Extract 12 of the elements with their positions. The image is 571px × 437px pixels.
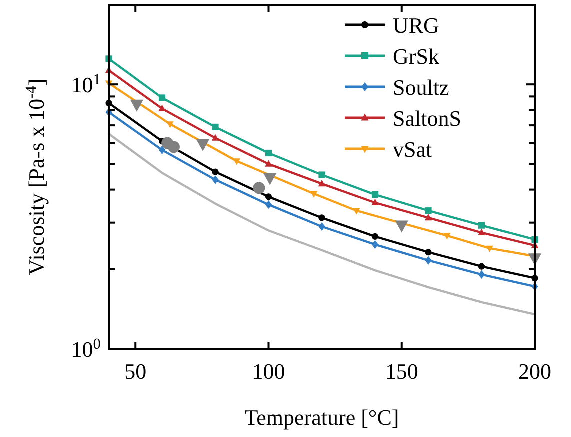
y-tick-label: 10$^{0}$ <box>71 336 102 362</box>
x-tick-label: 50 <box>124 359 147 384</box>
legend-label: vSat <box>393 137 432 162</box>
legend-label: Soultz <box>393 75 450 100</box>
legend-label: GrSk <box>393 44 440 69</box>
x-tick-label: 150 <box>385 359 418 384</box>
x-tick-label: 200 <box>518 359 552 384</box>
legend-label: URG <box>393 13 440 38</box>
x-tick-label: 100 <box>252 359 286 384</box>
legend-label: SaltonS <box>393 106 462 131</box>
y-tick-label: 10$^{1}$ <box>71 71 101 98</box>
x-axis-title: Temperature [°C] <box>244 405 400 430</box>
